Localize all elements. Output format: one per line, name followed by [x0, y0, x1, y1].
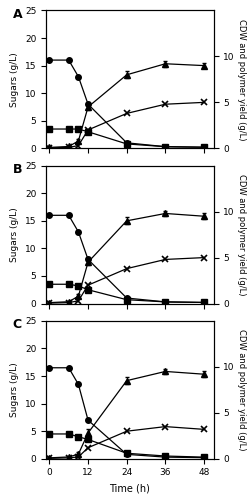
Text: A: A — [13, 8, 22, 20]
Y-axis label: Sugars (g/L): Sugars (g/L) — [10, 362, 19, 417]
X-axis label: Time (h): Time (h) — [109, 483, 150, 493]
Text: C: C — [13, 318, 22, 331]
Y-axis label: Sugars (g/L): Sugars (g/L) — [10, 207, 19, 262]
Y-axis label: CDW and polymer yield (g/L): CDW and polymer yield (g/L) — [236, 329, 245, 450]
Y-axis label: CDW and polymer yield (g/L): CDW and polymer yield (g/L) — [236, 18, 245, 140]
Text: B: B — [13, 163, 22, 176]
Y-axis label: Sugars (g/L): Sugars (g/L) — [10, 52, 19, 107]
Y-axis label: CDW and polymer yield (g/L): CDW and polymer yield (g/L) — [236, 174, 245, 296]
